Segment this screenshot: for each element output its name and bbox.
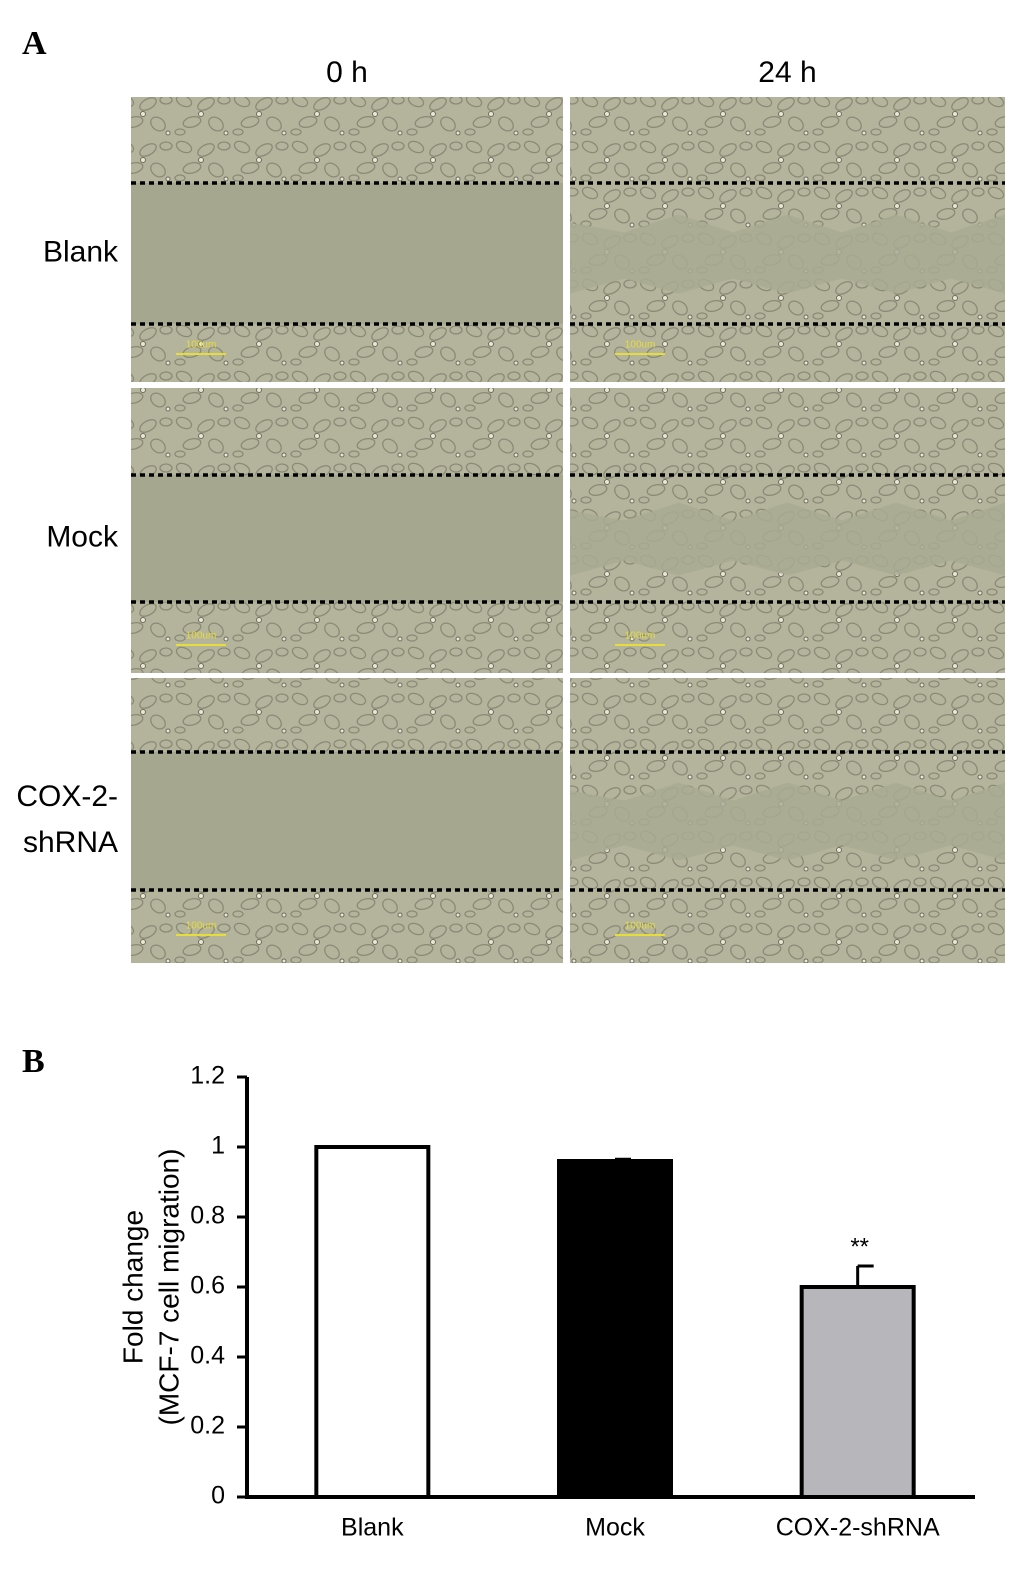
- scale-bar-label: 100um: [625, 340, 656, 351]
- scratch-gap: [570, 502, 1005, 576]
- scratch-gap: [131, 475, 563, 602]
- panel-label: B: [22, 1043, 45, 1080]
- y-tick-label: 0.2: [190, 1412, 225, 1440]
- scratch-gap: [570, 214, 1005, 294]
- scale-bar-label: 100um: [186, 340, 217, 351]
- column-header: 24 h: [758, 56, 816, 89]
- y-tick-label: 1.2: [190, 1062, 225, 1090]
- panel-a: 0 h 24 h Blank 100um 100um Mock 100um 100um COX-…: [16, 56, 1005, 963]
- panel-b: 0 0.2 0.4 0.6 0.8 1 1.2 Fold change (MCF-7 cell …: [117, 1062, 975, 1542]
- column-header: 0 h: [326, 56, 368, 89]
- row-label: Blank: [43, 235, 119, 268]
- bar: [799, 1285, 916, 1499]
- bar: [557, 1159, 673, 1499]
- x-tick-label: Mock: [585, 1514, 645, 1542]
- bar: [314, 1145, 431, 1499]
- scale-bar-label: 100um: [625, 921, 656, 932]
- y-tick-label: 0.8: [190, 1202, 225, 1230]
- scale-bar-label: 100um: [625, 631, 656, 642]
- y-axis-label: Fold change: [117, 1210, 148, 1364]
- scratch-gap: [570, 782, 1005, 861]
- panel-label: A: [22, 25, 47, 62]
- x-tick-label: Blank: [341, 1514, 404, 1542]
- row-label: COX-2-: [16, 780, 118, 813]
- x-tick-label: COX-2-shRNA: [776, 1514, 940, 1542]
- y-tick-label: 0.4: [190, 1342, 225, 1370]
- row-label: shRNA: [23, 826, 118, 859]
- y-tick-label: 0: [211, 1482, 225, 1510]
- scratch-gap: [131, 183, 563, 324]
- y-tick-label: 1: [211, 1132, 225, 1160]
- scale-bar-label: 100um: [186, 631, 217, 642]
- y-axis-label: (MCF-7 cell migration): [153, 1149, 184, 1426]
- scale-bar-label: 100um: [186, 921, 217, 932]
- scratch-gap: [131, 752, 563, 890]
- significance-mark: **: [850, 1233, 869, 1260]
- row-label: Mock: [46, 520, 119, 553]
- y-tick-label: 0.6: [190, 1272, 225, 1300]
